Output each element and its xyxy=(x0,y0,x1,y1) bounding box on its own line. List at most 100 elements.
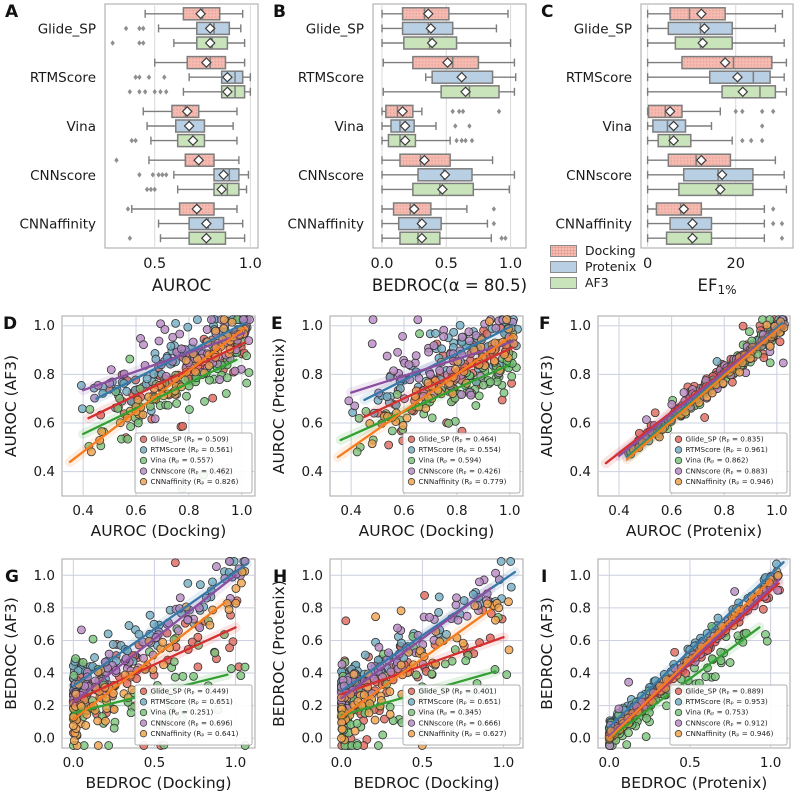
svg-text:RTMScore (Rₚ = 0.651): RTMScore (Rₚ = 0.651) xyxy=(419,697,502,706)
panel-i-cell: I 0.0 0.5 1.0 0.0 0.2 0.4 0.6 0.8 1.0 BEDROC (Pro… xyxy=(536,543,803,795)
svg-text:Vina (Rₚ = 0.557): Vina (Rₚ = 0.557) xyxy=(151,456,214,465)
svg-text:CNNscore (Rₚ = 0.666): CNNscore (Rₚ = 0.666) xyxy=(419,718,501,727)
svg-text:0.5: 0.5 xyxy=(412,755,433,771)
svg-text:RTMScore (Rₚ = 0.561): RTMScore (Rₚ = 0.561) xyxy=(151,445,234,454)
svg-text:CNNaffinity: CNNaffinity xyxy=(287,217,364,233)
svg-text:0.4: 0.4 xyxy=(570,464,591,480)
panel-a-cell: A 0.5 1.0 AUROC Glide_SP RTMScore Vina CNNscor… xyxy=(0,0,268,300)
svg-text:BEDROC (Protenix): BEDROC (Protenix) xyxy=(270,580,288,727)
svg-text:1.0: 1.0 xyxy=(34,318,55,334)
svg-text:Glide_SP (Rₚ = 0.449): Glide_SP (Rₚ = 0.449) xyxy=(151,687,229,696)
svg-text:CNNscore (Rₚ = 0.912): CNNscore (Rₚ = 0.912) xyxy=(686,718,768,727)
svg-text:EF1%: EF1% xyxy=(698,276,737,297)
svg-text:0.8: 0.8 xyxy=(34,367,55,383)
svg-text:RTMScore: RTMScore xyxy=(566,70,632,86)
panel-letter-f: F xyxy=(539,314,551,334)
svg-text:AUROC: AUROC xyxy=(152,276,211,295)
svg-text:CNNscore: CNNscore xyxy=(566,168,632,184)
svg-text:Vina (Rₚ = 0.251): Vina (Rₚ = 0.251) xyxy=(151,708,214,717)
svg-text:0.0: 0.0 xyxy=(599,755,620,771)
svg-text:0.0: 0.0 xyxy=(34,731,55,747)
svg-text:CNNscore: CNNscore xyxy=(30,168,96,184)
svg-text:0.8: 0.8 xyxy=(570,600,591,616)
svg-text:0.6: 0.6 xyxy=(302,633,323,649)
svg-text:0.2: 0.2 xyxy=(34,698,55,714)
svg-text:CNNscore (Rₚ = 0.696): CNNscore (Rₚ = 0.696) xyxy=(151,718,233,727)
panel-letter-g: G xyxy=(5,567,19,587)
svg-text:BEDROC (Docking): BEDROC (Docking) xyxy=(85,774,231,792)
svg-text:RTMScore (Rₚ = 0.953): RTMScore (Rₚ = 0.953) xyxy=(686,697,769,706)
svg-text:Glide_SP (Rₚ = 0.401): Glide_SP (Rₚ = 0.401) xyxy=(419,687,497,696)
docking-swatch xyxy=(550,245,577,257)
svg-text:Vina (Rₚ = 0.594): Vina (Rₚ = 0.594) xyxy=(419,456,482,465)
svg-text:CNNaffinity: CNNaffinity xyxy=(19,217,96,233)
panel-b-boxplot: 0.0 0.5 1.0 BEDROC(α = 80.5) Glide_SP RTMScor… xyxy=(268,0,536,300)
svg-text:0.0: 0.0 xyxy=(570,731,591,747)
svg-text:0.4: 0.4 xyxy=(302,666,323,682)
svg-text:0.6: 0.6 xyxy=(34,416,55,432)
svg-text:0.0: 0.0 xyxy=(302,731,323,747)
panel-letter-i: I xyxy=(541,567,548,587)
docking-label: Docking xyxy=(585,243,636,258)
panel-e-scatter: 0.4 0.6 0.8 1.0 0.4 0.6 0.8 1.0 AUROC (Docking) A… xyxy=(268,300,536,543)
svg-text:0.0: 0.0 xyxy=(331,755,352,771)
svg-text:Glide_SP: Glide_SP xyxy=(38,21,96,37)
protenix-swatch xyxy=(550,261,577,273)
svg-text:Vina (Rₚ = 0.862): Vina (Rₚ = 0.862) xyxy=(686,456,749,465)
svg-text:1.0: 1.0 xyxy=(34,568,55,584)
svg-text:0.0: 0.0 xyxy=(63,755,84,771)
svg-text:0.4: 0.4 xyxy=(72,503,93,519)
panel-e-cell: E 0.4 0.6 0.8 1.0 0.4 0.6 0.8 1.0 AUROC (Docking… xyxy=(268,300,536,543)
svg-text:CNNaffinity (Rₚ = 0.641): CNNaffinity (Rₚ = 0.641) xyxy=(151,729,239,738)
svg-text:CNNaffinity (Rₚ = 0.946): CNNaffinity (Rₚ = 0.946) xyxy=(686,729,774,738)
svg-text:Glide_SP (Rₚ = 0.835): Glide_SP (Rₚ = 0.835) xyxy=(686,435,764,444)
svg-text:CNNaffinity (Rₚ = 0.826): CNNaffinity (Rₚ = 0.826) xyxy=(151,477,239,486)
panel-d-cell: D 0.4 0.6 0.8 1.0 0.4 0.6 0.8 1.0 AUROC (Docking… xyxy=(0,300,268,543)
svg-text:1.0: 1.0 xyxy=(499,256,522,272)
svg-text:Glide_SP: Glide_SP xyxy=(574,21,632,37)
svg-text:CNNaffinity (Rₚ = 0.946): CNNaffinity (Rₚ = 0.946) xyxy=(686,477,774,486)
svg-text:1.0: 1.0 xyxy=(760,755,781,771)
legend-item-af3: AF3 xyxy=(550,276,636,290)
svg-text:BEDROC (Protenix): BEDROC (Protenix) xyxy=(621,774,768,792)
svg-text:1.0: 1.0 xyxy=(225,755,246,771)
svg-text:Vina: Vina xyxy=(66,119,96,135)
svg-text:0.6: 0.6 xyxy=(661,503,682,519)
panel-g-scatter: 0.0 0.5 1.0 0.0 0.2 0.4 0.6 0.8 1.0 BEDROC (Docki… xyxy=(0,543,268,795)
svg-text:Glide_SP (Rₚ = 0.889): Glide_SP (Rₚ = 0.889) xyxy=(686,687,764,696)
svg-text:0.4: 0.4 xyxy=(570,666,591,682)
svg-text:AUROC (AF3): AUROC (AF3) xyxy=(538,355,556,457)
svg-text:0.4: 0.4 xyxy=(608,503,629,519)
svg-text:0.8: 0.8 xyxy=(446,503,467,519)
svg-text:0.8: 0.8 xyxy=(714,503,735,519)
af3-label: AF3 xyxy=(585,275,609,290)
svg-text:BEDROC (Docking): BEDROC (Docking) xyxy=(353,774,499,792)
svg-text:CNNscore: CNNscore xyxy=(298,168,364,184)
svg-text:0.6: 0.6 xyxy=(393,503,414,519)
svg-text:0.5: 0.5 xyxy=(143,256,166,272)
svg-text:0.6: 0.6 xyxy=(302,416,323,432)
svg-text:0.6: 0.6 xyxy=(125,503,146,519)
svg-text:0.8: 0.8 xyxy=(570,367,591,383)
panel-a-boxplot: 0.5 1.0 AUROC Glide_SP RTMScore Vina CNNscore C… xyxy=(0,0,268,300)
svg-text:Vina (Rₚ = 0.753): Vina (Rₚ = 0.753) xyxy=(686,708,749,717)
panel-b-cell: B 0.0 0.5 1.0 BEDROC(α = 80.5) Glide_SP RTMSc… xyxy=(268,0,536,300)
legend-item-protenix: Protenix xyxy=(550,260,636,274)
svg-text:0.8: 0.8 xyxy=(178,503,199,519)
svg-text:0.8: 0.8 xyxy=(34,600,55,616)
svg-text:AUROC (Protenix): AUROC (Protenix) xyxy=(270,338,288,474)
panel-letter-a: A xyxy=(5,2,19,22)
svg-text:Vina: Vina xyxy=(602,119,632,135)
svg-text:AUROC (Docking): AUROC (Docking) xyxy=(359,522,495,540)
svg-text:0.5: 0.5 xyxy=(144,755,165,771)
svg-text:0.2: 0.2 xyxy=(570,698,591,714)
svg-text:1.0: 1.0 xyxy=(239,256,262,272)
panel-i-scatter: 0.0 0.5 1.0 0.0 0.2 0.4 0.6 0.8 1.0 BEDROC (Prote… xyxy=(536,543,803,795)
panel-c-cell: C 0 20 EF1% Glide_SP RTMScore Vina CNNscore CNN… xyxy=(536,0,803,300)
svg-text:Glide_SP (Rₚ = 0.464): Glide_SP (Rₚ = 0.464) xyxy=(419,435,497,444)
svg-text:Glide_SP (Rₚ = 0.509): Glide_SP (Rₚ = 0.509) xyxy=(151,435,229,444)
panel-f-cell: F 0.4 0.6 0.8 1.0 0.4 0.6 0.8 1.0 AUROC (Proteni… xyxy=(536,300,803,543)
svg-text:0.6: 0.6 xyxy=(34,633,55,649)
